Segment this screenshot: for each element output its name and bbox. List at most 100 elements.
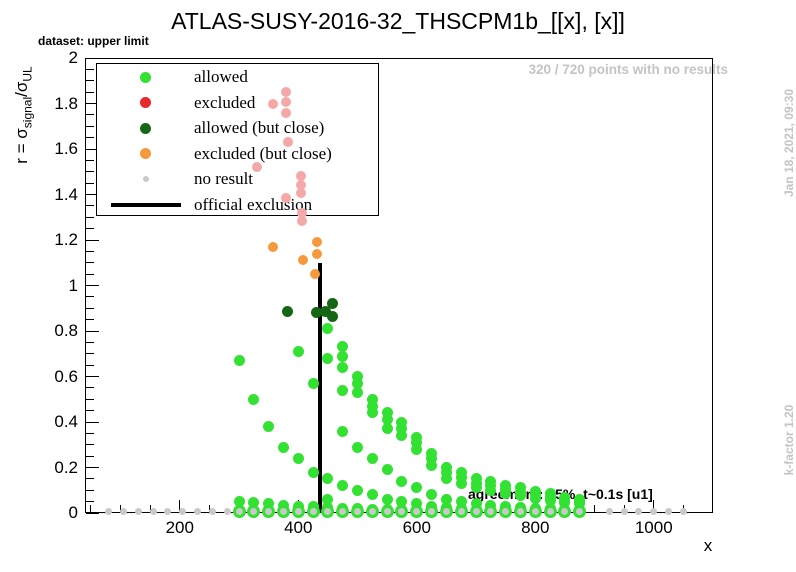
data-point-allowed — [277, 499, 289, 511]
data-point-allowed — [529, 492, 541, 504]
y-minor-tick — [86, 273, 94, 275]
x-tick-label: 1000 — [634, 518, 673, 537]
data-point-allowed-with-no-result-overlay-center — [398, 508, 406, 516]
data-point-no-result — [650, 508, 658, 516]
data-point-allowed — [455, 496, 467, 508]
data-point-excluded-faded-overlay — [297, 215, 308, 226]
y-major-tick — [86, 239, 99, 241]
data-point-allowed — [470, 498, 482, 510]
data-point-excluded-faded-overlay — [281, 97, 292, 108]
data-point-allowed-with-no-result-overlay-center — [442, 508, 450, 516]
data-point-allowed-with-no-result-overlay-center — [576, 508, 584, 516]
data-point-allowed-with-no-result-overlay-center — [279, 508, 287, 516]
legend-label-official-exclusion: official exclusion — [194, 194, 313, 214]
legend-label-no-result: no result — [194, 169, 254, 188]
data-point-allowed-with-no-result-overlay-center — [428, 508, 436, 516]
data-point-allowed — [426, 459, 438, 471]
data-point-allowed — [366, 400, 378, 412]
y-major-tick — [86, 330, 99, 332]
data-point-allowed — [233, 355, 245, 367]
data-point-allowed — [411, 498, 423, 510]
data-point-allowed — [381, 414, 393, 426]
data-point-excluded-but-close- — [311, 237, 322, 248]
data-point-excluded-faded-overlay — [267, 98, 278, 109]
data-point-allowed — [337, 341, 349, 353]
x-minor-tick — [594, 505, 595, 513]
data-point-allowed — [366, 393, 378, 405]
data-point-allowed-with-no-result-overlay-center — [487, 508, 495, 516]
allowed-close-marker-icon — [140, 122, 151, 134]
y-tick-label: 0.8 — [54, 321, 78, 340]
official-exclusion-line-icon — [111, 202, 181, 207]
data-point-allowed — [559, 497, 571, 509]
x-major-tick — [179, 500, 181, 513]
y-tick-label: 1 — [68, 275, 78, 295]
data-point-allowed-but-close- — [327, 310, 339, 322]
x-tick-label: 200 — [165, 518, 194, 537]
data-point-no-result — [179, 508, 187, 516]
data-point-allowed-with-no-result-overlay-center — [309, 508, 317, 516]
data-point-excluded-faded-overlay — [282, 137, 293, 148]
page-title: ATLAS-SUSY-2016-32_THSCPM1b_[[x], [x]] — [171, 8, 625, 34]
y-tick-label: 1.8 — [54, 93, 78, 113]
data-point-allowed-with-no-result-overlay-center — [250, 508, 258, 516]
data-point-excluded-faded-overlay — [281, 87, 292, 98]
y-minor-tick — [86, 137, 94, 139]
data-point-allowed — [352, 484, 364, 496]
data-point-excluded-faded-overlay — [297, 207, 308, 218]
data-point-excluded-faded-overlay — [281, 107, 292, 118]
y-tick-label: 2 — [68, 48, 78, 67]
data-point-no-result — [120, 508, 127, 516]
data-point-no-result — [665, 508, 673, 516]
data-point-allowed-but-close- — [320, 306, 332, 318]
y-minor-tick — [86, 444, 94, 446]
data-point-allowed — [277, 441, 289, 453]
data-point-no-result — [149, 508, 157, 516]
data-point-allowed — [292, 345, 304, 357]
data-point-excluded-faded-overlay — [295, 171, 306, 182]
x-tick-label: 800 — [521, 518, 550, 537]
y-minor-tick — [86, 171, 94, 173]
data-point-allowed — [500, 488, 512, 500]
data-point-allowed — [292, 452, 304, 464]
data-point-no-result — [635, 508, 643, 516]
data-point-allowed-with-no-result-overlay-center — [546, 508, 554, 516]
y-minor-tick — [86, 125, 94, 127]
data-point-allowed — [248, 393, 260, 405]
data-point-allowed — [307, 377, 319, 389]
legend-label-allowed-close: allowed (but close) — [194, 118, 325, 137]
y-tick-label: 0.4 — [54, 412, 78, 431]
y-minor-tick — [86, 489, 94, 491]
y-minor-tick — [86, 364, 94, 366]
data-point-no-result — [134, 508, 142, 516]
y-major-tick — [86, 467, 99, 468]
data-point-excluded-faded-overlay — [295, 180, 306, 191]
x-minor-tick — [90, 505, 92, 513]
y-minor-tick — [86, 205, 94, 207]
data-point-allowed — [455, 466, 467, 478]
data-point-allowed — [396, 430, 408, 442]
data-point-no-result — [679, 508, 687, 516]
data-point-allowed — [470, 482, 482, 494]
y-minor-tick — [86, 216, 94, 218]
data-point-allowed — [440, 493, 452, 505]
data-point-allowed — [440, 466, 452, 478]
data-point-allowed — [263, 498, 275, 510]
data-point-allowed — [396, 475, 408, 487]
data-point-allowed — [411, 436, 423, 448]
data-point-no-result — [223, 508, 231, 516]
data-point-allowed — [352, 371, 364, 382]
data-point-allowed — [263, 421, 275, 433]
y-minor-tick — [86, 296, 94, 298]
data-point-allowed-with-no-result-overlay-center — [516, 508, 524, 516]
data-point-allowed — [411, 482, 423, 494]
data-point-allowed — [337, 384, 349, 396]
data-point-allowed-with-no-result-overlay-center — [324, 508, 332, 516]
no-results-annotation: 320 / 720 points with no results — [528, 62, 728, 77]
data-point-allowed — [337, 350, 349, 362]
excluded-marker-icon — [140, 97, 151, 108]
data-point-allowed — [455, 477, 467, 489]
y-major-tick — [86, 57, 99, 59]
y-minor-tick — [86, 159, 94, 161]
y-minor-tick — [86, 478, 94, 480]
